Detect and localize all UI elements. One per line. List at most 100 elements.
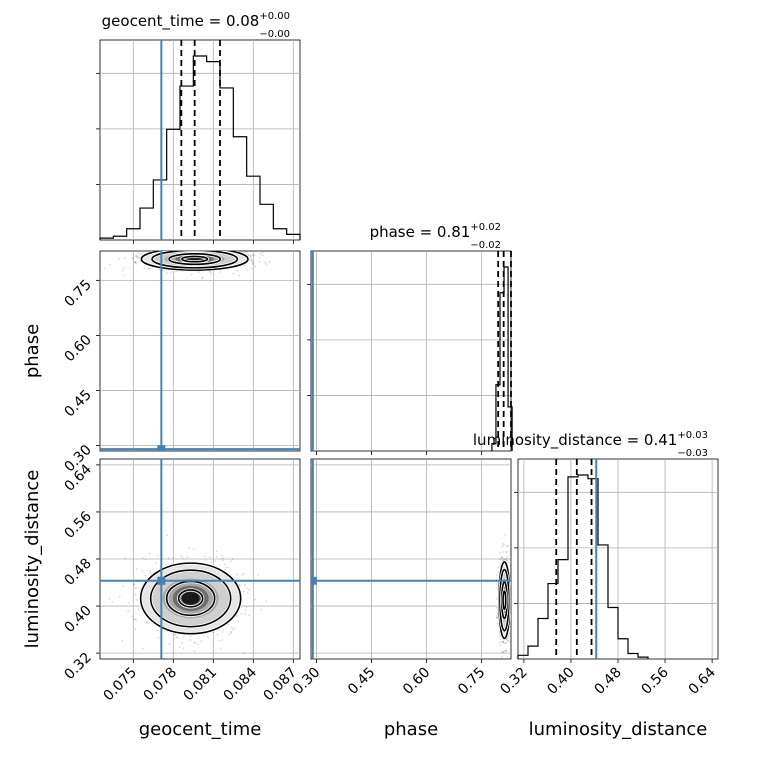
sample-point [134,255,136,257]
sample-point [233,273,235,275]
sample-point [144,247,146,249]
sample-point [221,631,223,633]
sample-point [265,600,267,602]
sample-point [246,244,248,246]
sample-point [139,253,141,255]
histogram-panel-geocent_time: geocent_time = 0.08+0.00−0.00 [96,11,300,240]
sample-point [243,590,245,592]
sample-point [184,246,186,248]
sample-point [259,261,261,263]
sample-point [194,248,196,250]
scatter-panel-geocent_time-vs-phase [100,241,300,454]
sample-point [165,564,167,566]
sample-point [197,249,199,251]
sample-point [169,248,171,250]
sample-point [125,558,127,560]
sample-point [228,633,230,635]
sample-point [504,650,506,652]
sample-point [135,587,137,589]
sample-point [232,558,234,560]
sample-point [191,274,193,276]
sample-point [221,639,223,641]
sample-point [215,246,217,248]
truth-marker [157,445,165,453]
sample-point [219,271,221,273]
sample-point [190,639,192,641]
sample-point [213,245,215,247]
y-tick-label: 0.32 [61,650,94,683]
sample-point [214,560,216,562]
x-tick-label: 0.32 [497,665,530,698]
x-tick-label: 0.084 [220,664,260,704]
sample-point [504,559,506,561]
sample-point [194,642,196,644]
truth-marker [309,577,317,585]
sample-point [148,622,150,624]
sample-point [143,267,145,269]
title-sup: +0.02 [470,222,501,233]
y-tick-label: 0.56 [61,508,94,541]
title-sup: +0.03 [677,430,708,441]
sample-point [183,636,185,638]
sample-point [216,550,218,552]
sample-point [257,574,259,576]
sample-point [172,557,174,559]
x-axis-label: phase [384,719,438,740]
sample-point [230,632,232,634]
sample-point [187,248,189,250]
sample-point [499,558,501,560]
sample-point [262,255,264,257]
sample-point [237,270,239,272]
sample-point [179,243,181,245]
sample-point [230,560,232,562]
sample-point [142,648,144,650]
x-tick-label: 0.40 [544,665,577,698]
sample-point [506,668,508,670]
panel-title: geocent_time = 0.08+0.00 [102,11,290,31]
sample-point [171,248,173,250]
sample-point [224,248,226,250]
sample-point [247,592,249,594]
sample-point [179,249,181,251]
sample-point [176,637,178,639]
sample-point [205,248,207,250]
sample-point [232,629,234,631]
panel-frame [311,251,511,451]
panel-frame [100,40,300,240]
sample-point [499,642,501,644]
y-tick-label: 0.60 [61,332,94,365]
sample-point [144,265,146,267]
sample-point [189,246,191,248]
sample-point [133,583,135,585]
sample-point [208,249,210,251]
sample-point [258,257,260,259]
sample-point [499,645,501,647]
sample-point [124,258,126,260]
sample-point [269,261,271,263]
sample-point [207,637,209,639]
sample-point [248,254,250,256]
sample-point [511,614,513,616]
panel-title: phase = 0.81+0.02 [370,222,501,241]
sample-point [505,642,507,644]
sample-point [193,548,195,550]
sample-point [178,247,180,249]
sample-point [123,275,125,277]
x-tick-label: 0.45 [345,665,378,698]
sample-point [502,642,504,644]
x-tick-label: 0.078 [140,665,180,705]
x-tick-label: 0.30 [290,665,323,698]
y-tick-label: 0.48 [61,556,94,589]
sample-point [503,651,505,653]
sample-point [155,563,157,565]
sample-point [189,241,191,243]
sample-point [511,638,513,640]
sample-point [243,573,245,575]
sample-point [222,557,224,559]
title-sub: −0.00 [259,29,290,40]
sample-point [150,573,152,575]
sample-point [181,642,183,644]
sample-point [136,262,138,264]
x-axis-label: geocent_time [139,719,262,740]
sample-point [252,255,254,257]
